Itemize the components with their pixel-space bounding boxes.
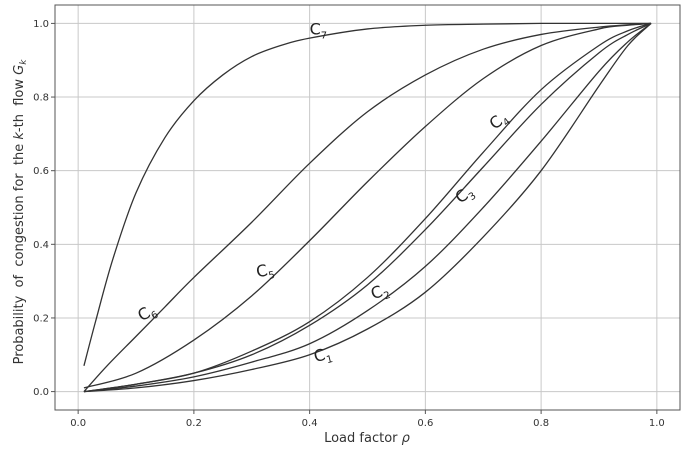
curve-label-c6: C6 bbox=[134, 300, 160, 328]
x-tick-label: 0.6 bbox=[417, 418, 433, 429]
curve-label-subscript: 2 bbox=[382, 290, 392, 303]
y-tick-label: 0.0 bbox=[33, 387, 49, 398]
curve-label-subscript: 6 bbox=[149, 309, 160, 322]
y-tick-label: 0.2 bbox=[33, 313, 49, 324]
series-curves bbox=[83, 22, 652, 393]
y-axis-title-sub: k bbox=[19, 59, 29, 65]
y-tick-label: 0.4 bbox=[33, 240, 49, 251]
y-axis-title-rest: -th flow bbox=[12, 79, 27, 132]
curve-label-c5: C5 bbox=[254, 259, 276, 284]
series-line-c3 bbox=[83, 22, 652, 393]
grid bbox=[55, 5, 680, 410]
x-axis-title: Load factor ρ bbox=[324, 431, 411, 446]
curve-label-subscript: 3 bbox=[467, 190, 479, 203]
y-tick-label: 1.0 bbox=[33, 19, 49, 30]
curve-label-c7: C7 bbox=[310, 19, 328, 41]
x-tick-label: 0.0 bbox=[70, 418, 86, 429]
x-tick-label: 1.0 bbox=[649, 418, 665, 429]
series-line-c4 bbox=[83, 22, 652, 393]
axis-ticks: 0.0 0.2 0.4 0.6 0.8 1.0 0.0 0.2 0.4 0.6 0.8 1.0 bbox=[33, 19, 665, 429]
series-line-c5 bbox=[83, 22, 652, 389]
series-line-c6 bbox=[83, 22, 652, 393]
y-axis-title-k: k bbox=[12, 132, 27, 140]
series-line-c7 bbox=[83, 22, 652, 366]
x-tick-label: 0.8 bbox=[533, 418, 549, 429]
x-axis-title-text: Load factor bbox=[324, 431, 398, 446]
series-line-c2 bbox=[83, 22, 652, 393]
x-tick-label: 0.2 bbox=[186, 418, 202, 429]
curve-label-letter: C bbox=[312, 345, 327, 366]
y-axis-title-symbol: G bbox=[12, 65, 27, 75]
curve-label-c1: C1 bbox=[312, 343, 334, 369]
curve-label-c3: C3 bbox=[451, 181, 478, 209]
curve-label-subscript: 7 bbox=[321, 30, 327, 41]
x-axis-title-symbol: ρ bbox=[402, 431, 411, 446]
curve-label-subscript: 4 bbox=[501, 116, 513, 129]
curve-label-subscript: 1 bbox=[325, 354, 334, 366]
y-tick-label: 0.6 bbox=[33, 166, 49, 177]
series-line-c1 bbox=[83, 22, 652, 393]
y-axis-title: Probability of congestion for the k-th f… bbox=[12, 59, 29, 365]
x-tick-label: 0.4 bbox=[302, 418, 318, 429]
curve-label-subscript: 5 bbox=[268, 270, 277, 282]
curve-label-c4: C4 bbox=[486, 108, 513, 136]
y-tick-label: 0.8 bbox=[33, 93, 49, 104]
plot-frame bbox=[54, 4, 681, 411]
curve-label-letter: C bbox=[310, 19, 321, 38]
y-axis-title-text: Probability of congestion for the bbox=[12, 144, 27, 365]
curve-label-letter: C bbox=[254, 260, 269, 281]
